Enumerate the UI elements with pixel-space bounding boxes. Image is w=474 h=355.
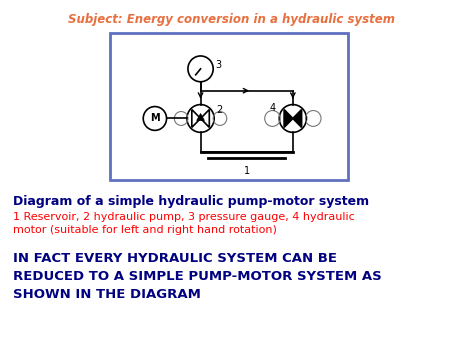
Polygon shape xyxy=(197,114,204,120)
Text: 3: 3 xyxy=(215,60,221,70)
Text: 2: 2 xyxy=(216,104,222,115)
Text: Diagram of a simple hydraulic pump-motor system: Diagram of a simple hydraulic pump-motor… xyxy=(13,195,369,208)
Polygon shape xyxy=(293,110,301,127)
Text: 4: 4 xyxy=(270,103,276,113)
Text: Subject: Energy conversion in a hydraulic system: Subject: Energy conversion in a hydrauli… xyxy=(68,13,395,26)
Circle shape xyxy=(188,56,213,82)
Text: 1: 1 xyxy=(244,166,250,176)
FancyBboxPatch shape xyxy=(110,33,348,180)
Text: 1 Reservoir, 2 hydraulic pump, 3 pressure gauge, 4 hydraulic
motor (suitable for: 1 Reservoir, 2 hydraulic pump, 3 pressur… xyxy=(13,212,355,235)
Text: IN FACT EVERY HYDRAULIC SYSTEM CAN BE
REDUCED TO A SIMPLE PUMP-MOTOR SYSTEM AS
S: IN FACT EVERY HYDRAULIC SYSTEM CAN BE RE… xyxy=(13,252,382,301)
Polygon shape xyxy=(284,110,293,127)
Text: M: M xyxy=(150,114,160,124)
